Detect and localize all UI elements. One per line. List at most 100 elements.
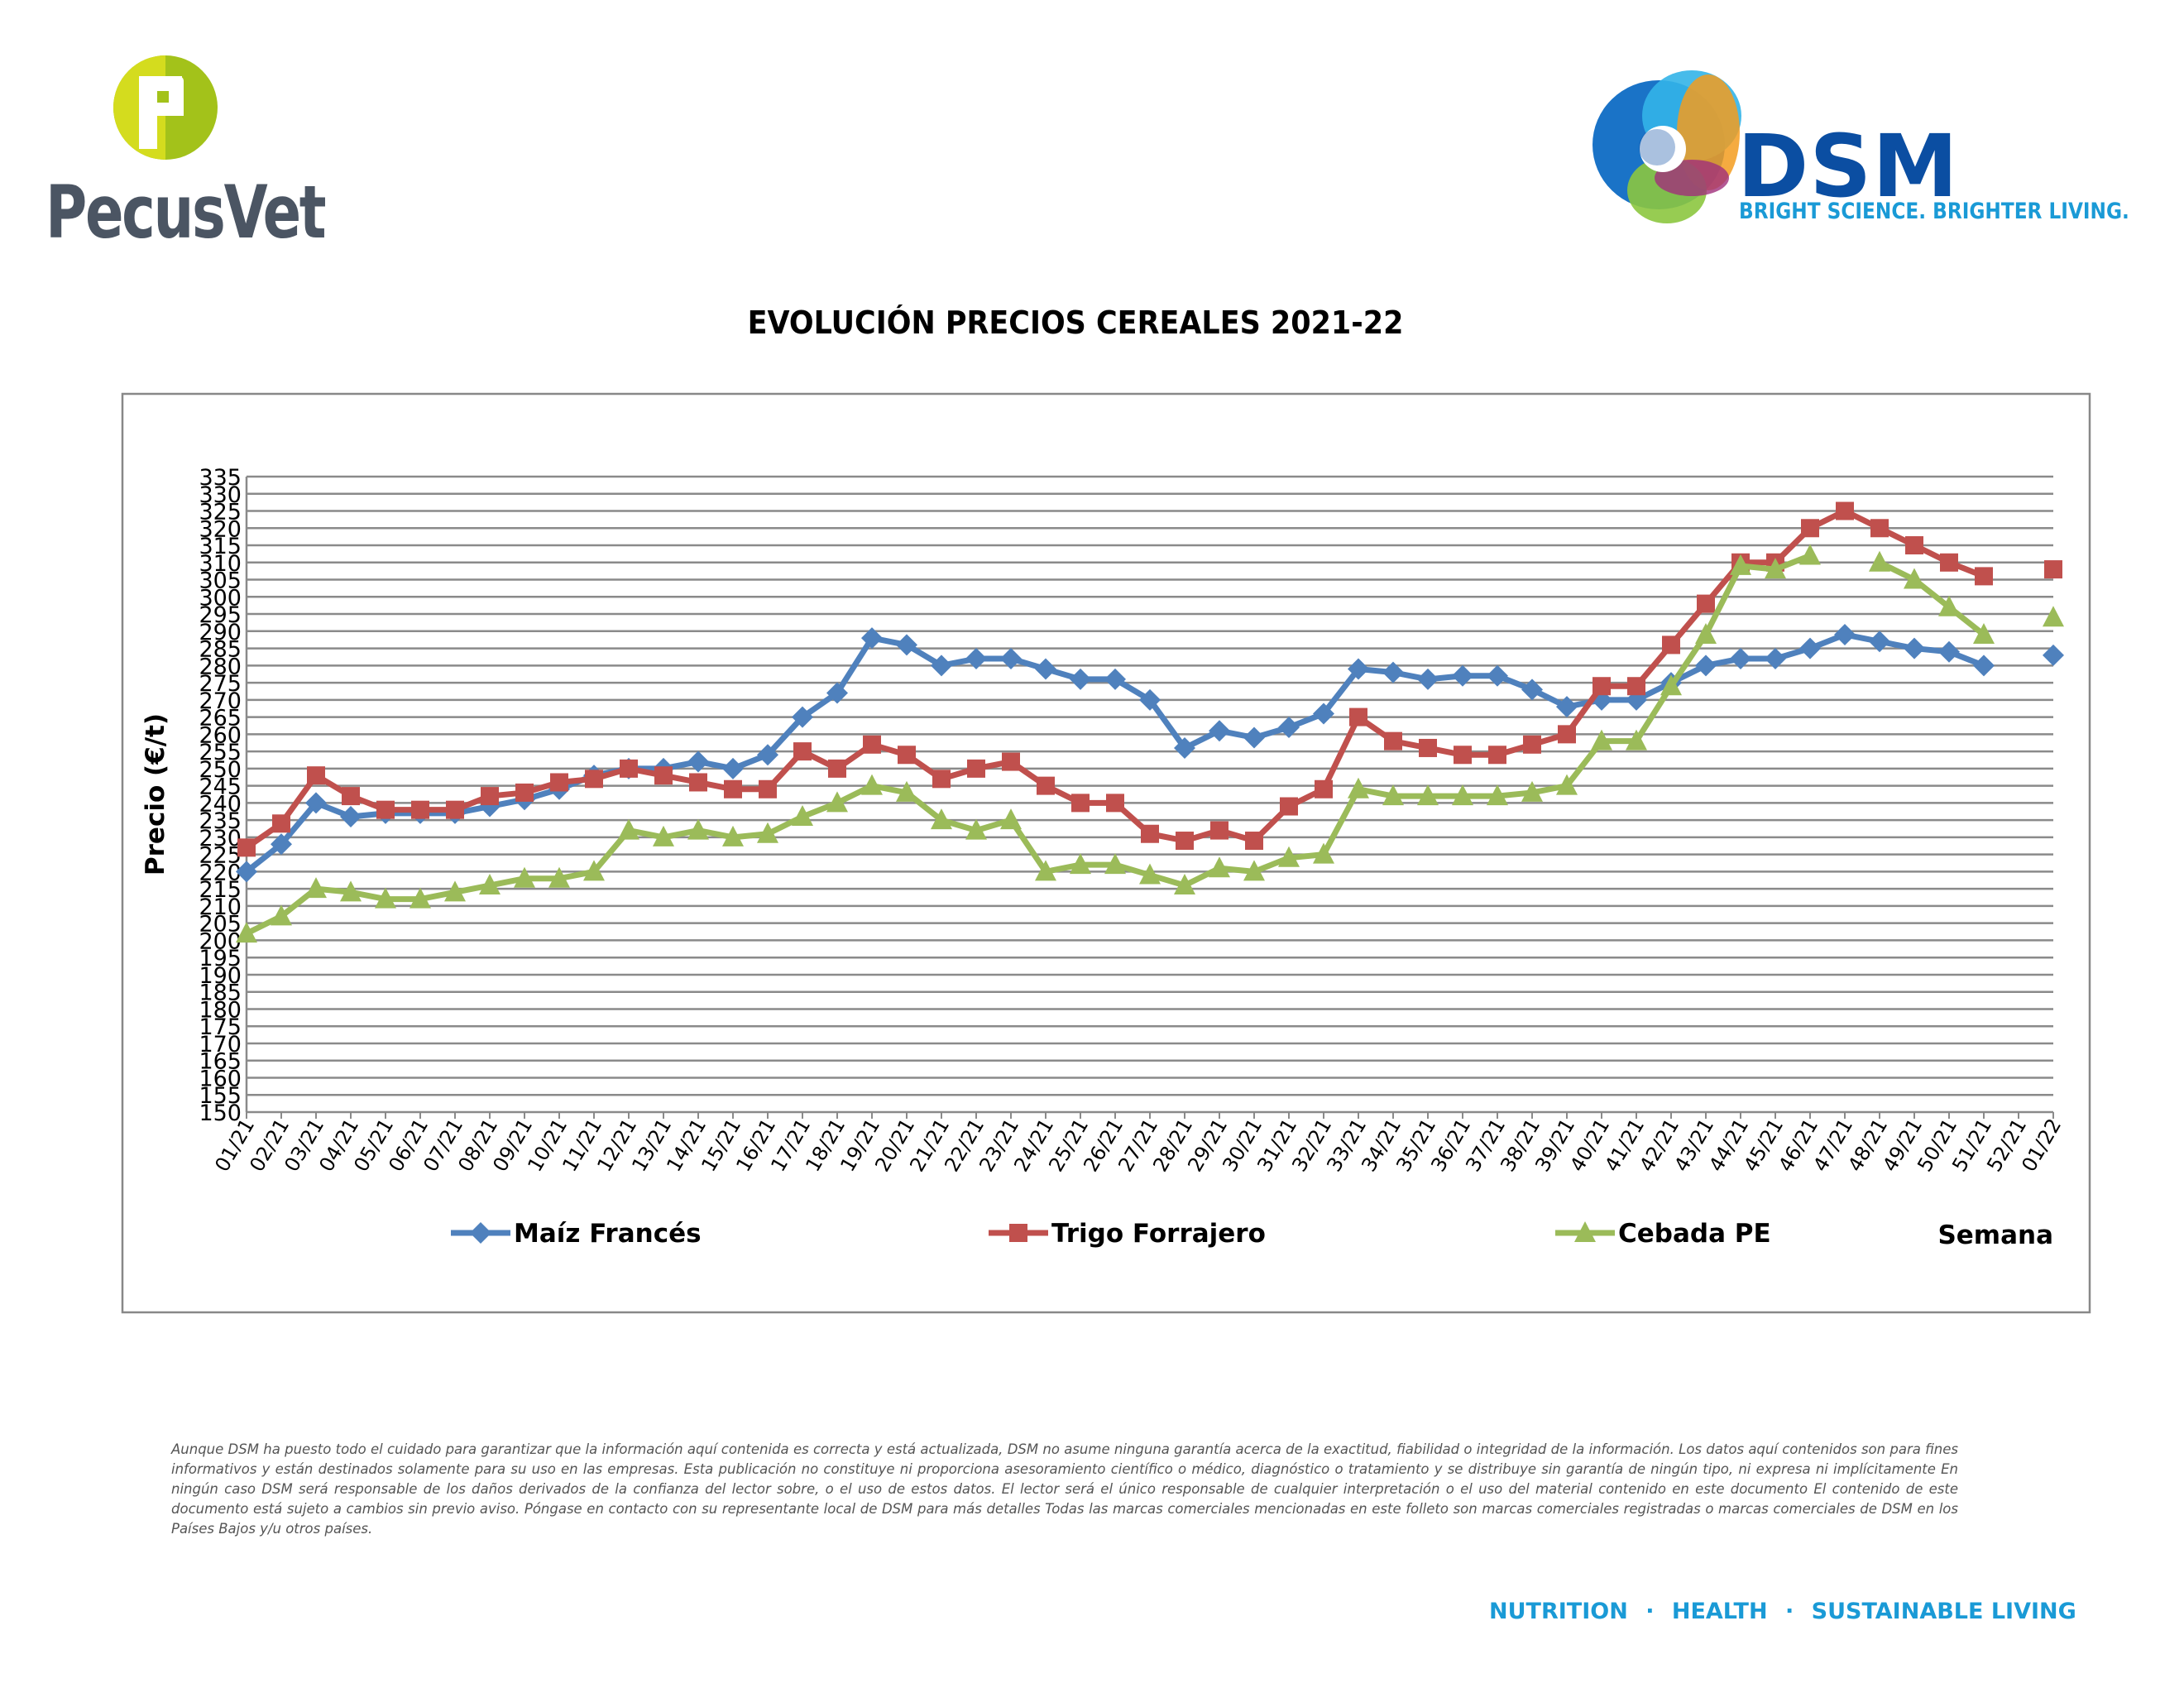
data-point (1348, 777, 1369, 798)
data-point (757, 744, 778, 766)
data-point (271, 833, 292, 856)
data-point (1000, 808, 1022, 830)
y-tick-label: 305 (199, 568, 242, 594)
series-1 (237, 501, 2062, 857)
data-point (1035, 658, 1056, 680)
data-point (550, 773, 568, 792)
data-point (585, 770, 603, 789)
data-point (654, 766, 673, 785)
y-tick-label: 215 (199, 877, 242, 903)
data-point (1975, 567, 1993, 586)
data-point (722, 825, 744, 846)
data-point (305, 792, 327, 814)
data-point (1035, 860, 1056, 881)
data-point (1106, 794, 1124, 813)
data-point (1730, 648, 1751, 670)
data-point (1488, 746, 1506, 765)
data-point (1315, 779, 1333, 798)
data-point (1870, 519, 1889, 538)
data-point (863, 735, 881, 754)
data-point (687, 818, 709, 840)
data-point (1799, 637, 1821, 659)
data-point (1278, 717, 1300, 739)
data-point (653, 825, 674, 846)
data-point (1523, 735, 1541, 754)
data-point (2043, 644, 2064, 666)
data-point (411, 800, 429, 819)
y-tick-label: 310 (199, 551, 242, 577)
pecusvet-p-logo-icon (113, 55, 218, 160)
data-point (1940, 553, 1958, 572)
data-point (1174, 736, 1195, 759)
data-point (931, 808, 952, 830)
y-tick-label: 180 (199, 997, 242, 1023)
data-point (1521, 780, 1543, 802)
pecusvet-wordmark: PecusVet (46, 170, 327, 255)
data-point (1209, 856, 1230, 878)
data-point (1973, 622, 1995, 644)
data-point (1904, 637, 1925, 659)
data-point (896, 634, 917, 656)
footer-tagline: NUTRITION · HEALTH · SUSTAINABLE LIVING (1489, 1599, 2076, 1624)
y-tick-label: 225 (199, 843, 242, 869)
data-point (1417, 784, 1439, 806)
legend-label: Cebada PE (1618, 1219, 1771, 1249)
data-point (340, 880, 362, 902)
chart-title: EVOLUCIÓN PRECIOS CEREALES 2021-22 (747, 305, 1404, 341)
y-tick-label: 210 (199, 894, 242, 920)
footer-item-nutrition: NUTRITION (1489, 1599, 1628, 1624)
data-point (1243, 727, 1265, 749)
data-point (376, 800, 395, 819)
data-point (967, 759, 985, 778)
data-point (757, 822, 778, 843)
data-point (307, 766, 325, 785)
data-point (1313, 842, 1334, 864)
data-point (965, 648, 987, 670)
footer-separator: · (1645, 1599, 1655, 1624)
data-point (236, 922, 257, 943)
data-point (481, 787, 499, 806)
data-point (1592, 677, 1611, 696)
data-point (1626, 729, 1647, 750)
y-tick-label: 325 (199, 500, 242, 525)
data-point (1454, 746, 1472, 765)
chart-frame (121, 392, 2091, 1314)
y-tick-label: 270 (199, 688, 242, 714)
data-point (479, 874, 500, 895)
data-point (1070, 853, 1091, 875)
data-point (1243, 860, 1265, 881)
y-tick-label: 275 (199, 671, 242, 697)
data-point (1139, 688, 1161, 711)
legal-disclaimer: Aunque DSM ha puesto todo el cuidado par… (171, 1441, 1958, 1537)
legend-label: Trigo Forrajero (1051, 1219, 1266, 1249)
data-point (861, 774, 883, 795)
data-point (1384, 731, 1402, 750)
data-point (444, 880, 466, 902)
y-tick-label: 160 (199, 1066, 242, 1091)
data-point (1697, 594, 1715, 613)
y-tick-label: 300 (199, 585, 242, 611)
data-point (1417, 668, 1439, 690)
y-tick-label: 290 (199, 620, 242, 645)
data-point (931, 655, 952, 677)
data-point (1487, 784, 1508, 806)
y-tick-label: 250 (199, 757, 242, 783)
legend-label: Maíz Francés (514, 1219, 702, 1249)
y-tick-label: 235 (199, 808, 242, 834)
y-tick-label: 315 (199, 534, 242, 559)
y-tick-label: 190 (199, 963, 242, 989)
data-point (1071, 794, 1090, 813)
data-point (1558, 725, 1576, 744)
data-point (1002, 752, 1020, 771)
data-point (342, 787, 360, 806)
y-tick-label: 230 (199, 826, 242, 851)
data-point (305, 877, 327, 899)
data-point (724, 779, 742, 798)
data-point (826, 682, 848, 704)
data-point (1245, 832, 1263, 851)
dsm-tagline: BRIGHT SCIENCE. BRIGHTER LIVING. (1739, 199, 2129, 224)
data-point (272, 814, 290, 833)
y-tick-label: 240 (199, 791, 242, 817)
data-point (236, 861, 257, 883)
data-point (1037, 776, 1055, 795)
